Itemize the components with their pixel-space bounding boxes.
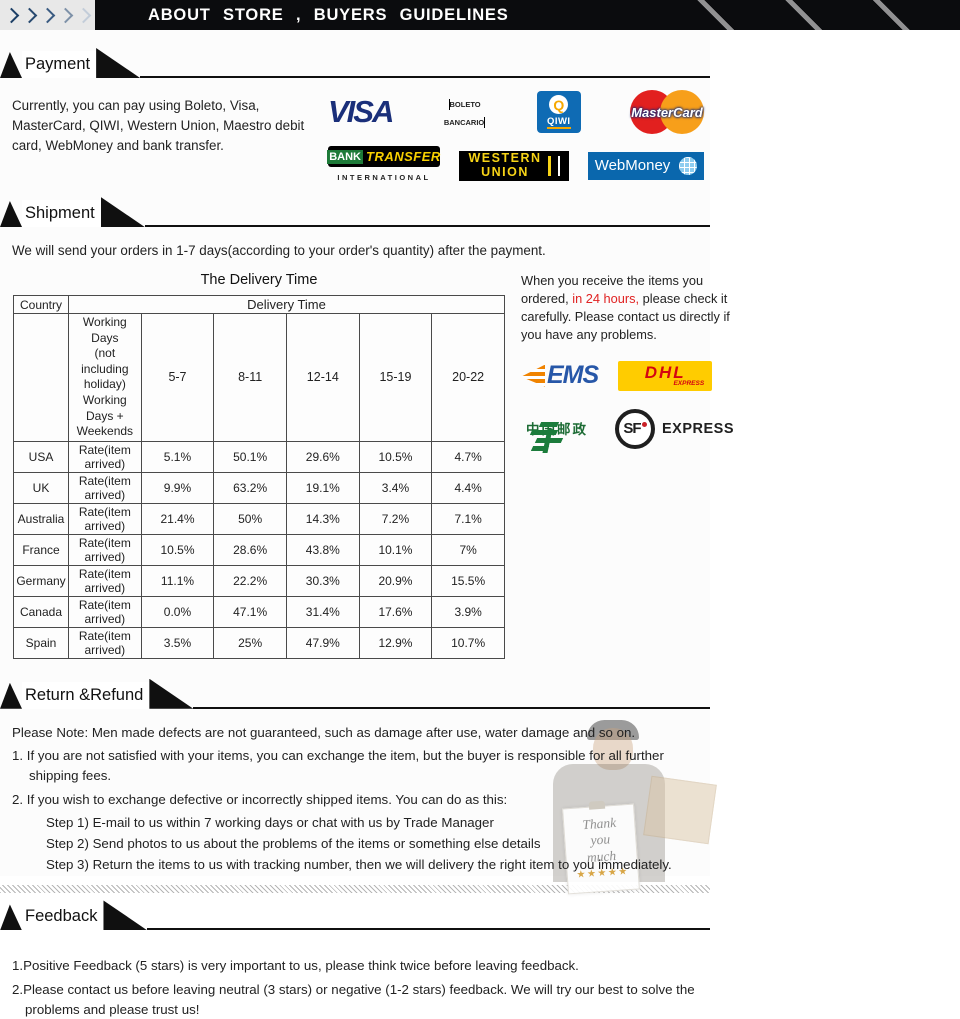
table-row: UK Rate(item arrived) 9.9% 63.2% 19.1% 3.4% 4…	[13, 471, 505, 504]
courier-photo: Thank you much ★★★★★	[535, 720, 717, 895]
section-rule	[144, 225, 710, 227]
return-refund-section: Please Note: Men made defects are not gu…	[0, 709, 710, 875]
section-title-shipment: Shipment	[22, 200, 102, 227]
ribbon-arrow-icon	[103, 900, 148, 931]
return-item-1: 1. If you are not satisfied with your it…	[12, 748, 664, 784]
return-refund-section-header: Return &Refund	[0, 678, 710, 709]
return-step-1: Step 1) E-mail to us within 7 working da…	[46, 815, 494, 831]
ribbon-arrow-icon	[0, 682, 22, 709]
cap-icon	[587, 720, 639, 740]
table-header-row: Country Delivery Time	[13, 295, 505, 314]
col-header-country: Country	[13, 295, 69, 314]
ribbon-arrow-icon	[100, 197, 145, 227]
chevron-right-icon	[3, 7, 20, 23]
visa-logo-icon: VISA	[328, 94, 394, 129]
note-highlight: in 24 hours,	[572, 291, 640, 307]
diagonal-stripes-decoration	[685, 0, 960, 30]
top-banner: ABOUT STORE , BUYERS GUIDELINES	[0, 0, 960, 30]
col-header-delivery-time: Delivery Time	[68, 295, 505, 314]
shipment-section-header: Shipment	[0, 197, 710, 227]
webmoney-logo-icon: WebMoney	[588, 151, 704, 180]
sf-express-logo-icon: SF EXPRESS	[615, 408, 734, 449]
chevron-right-icon	[75, 7, 92, 23]
return-step-2: Step 2) Send photos to us about the prob…	[46, 836, 541, 852]
return-step-3: Step 3) Return the items to us with trac…	[46, 856, 672, 872]
ribbon-arrow-icon	[0, 52, 22, 78]
table-row: Germany Rate(item arrived) 11.1% 22.2% 30.3…	[13, 564, 505, 597]
feedback-item-1: 1.Positive Feedback (5 stars) is very im…	[12, 958, 579, 974]
globe-icon	[679, 156, 698, 175]
chevron-right-icon	[39, 7, 56, 23]
payment-section: Currently, you can pay using Boleto, Vis…	[0, 78, 710, 191]
shipment-intro-text: We will send your orders in 1-7 days(acc…	[12, 243, 546, 258]
payment-logos: VISA BOLETO BANCARIO Q QIWI MasterCard	[327, 90, 704, 185]
store-guidelines-panel: Payment Currently, you can pay using Bol…	[0, 30, 734, 1017]
table-row: Australia Rate(item arrived) 21.4% 50% 14.3…	[13, 502, 505, 535]
payment-intro-text: Currently, you can pay using Boleto, Vis…	[12, 98, 305, 154]
banner-title: ABOUT STORE , BUYERS GUIDELINES	[148, 5, 509, 24]
chevron-right-icon	[21, 7, 38, 23]
dhl-logo-icon: DHL EXPRESS	[618, 360, 713, 391]
payment-section-header: Payment	[0, 48, 710, 78]
ems-logo-icon: EMS	[521, 361, 599, 390]
return-item-2: 2. If you wish to exchange defective or …	[12, 791, 508, 807]
return-note: Please Note: Men made defects are not gu…	[12, 724, 636, 740]
delivery-table-block: The Delivery Time Country Delivery Time …	[13, 262, 505, 659]
qiwi-logo-icon: Q QIWI	[536, 91, 581, 133]
shipment-section: The Delivery Time Country Delivery Time …	[0, 262, 734, 659]
mastercard-logo-icon: MasterCard	[629, 90, 704, 134]
bank-transfer-logo-icon: BANK TRANSFER INTERNATIONAL	[327, 146, 440, 185]
table-row: USA Rate(item arrived) 5.1% 50.1% 29.6% 10.5…	[13, 440, 505, 473]
table-row: Spain Rate(item arrived) 3.5% 25% 47.9% 12.9…	[13, 626, 505, 659]
table-subheader-row: Working Days (not including holiday) Wor…	[13, 313, 505, 442]
delivery-table-title: The Delivery Time	[200, 272, 318, 288]
chevron-right-icon	[57, 7, 74, 23]
working-days-cell: Working Days (not including holiday) Wor…	[68, 313, 142, 442]
section-title-feedback: Feedback	[22, 903, 105, 931]
receive-note-text: When you receive the items you ordered, …	[521, 273, 730, 343]
table-row: France Rate(item arrived) 10.5% 28.6% 43.8%…	[13, 533, 505, 566]
china-post-logo-icon: 中国邮政	[521, 418, 593, 454]
western-union-logo-icon: WESTERN UNION	[459, 150, 569, 181]
shipment-side-panel: When you receive the items you ordered, …	[505, 262, 736, 659]
return-steps: Step 1) E-mail to us within 7 working da…	[12, 813, 698, 874]
chevron-strip	[0, 0, 95, 30]
table-row: Canada Rate(item arrived) 0.0% 47.1% 31.4% 1…	[13, 595, 505, 628]
feedback-item-2: 2.Please contact us before leaving neutr…	[12, 982, 695, 1017]
delivery-time-table: Country Delivery Time Working Days (not …	[13, 295, 505, 659]
ribbon-arrow-icon	[0, 201, 22, 227]
ribbon-arrow-icon	[96, 48, 141, 78]
boleto-logo-icon: BOLETO BANCARIO	[443, 99, 486, 128]
section-title-payment: Payment	[22, 51, 98, 78]
feedback-section-header: Feedback	[0, 900, 710, 931]
section-rule	[140, 76, 710, 78]
ribbon-arrow-icon	[149, 678, 194, 709]
section-title-return-refund: Return &Refund	[22, 681, 151, 709]
feedback-section: 1.Positive Feedback (5 stars) is very im…	[0, 930, 710, 1019]
section-rule	[193, 706, 710, 709]
ribbon-arrow-icon	[0, 904, 22, 931]
